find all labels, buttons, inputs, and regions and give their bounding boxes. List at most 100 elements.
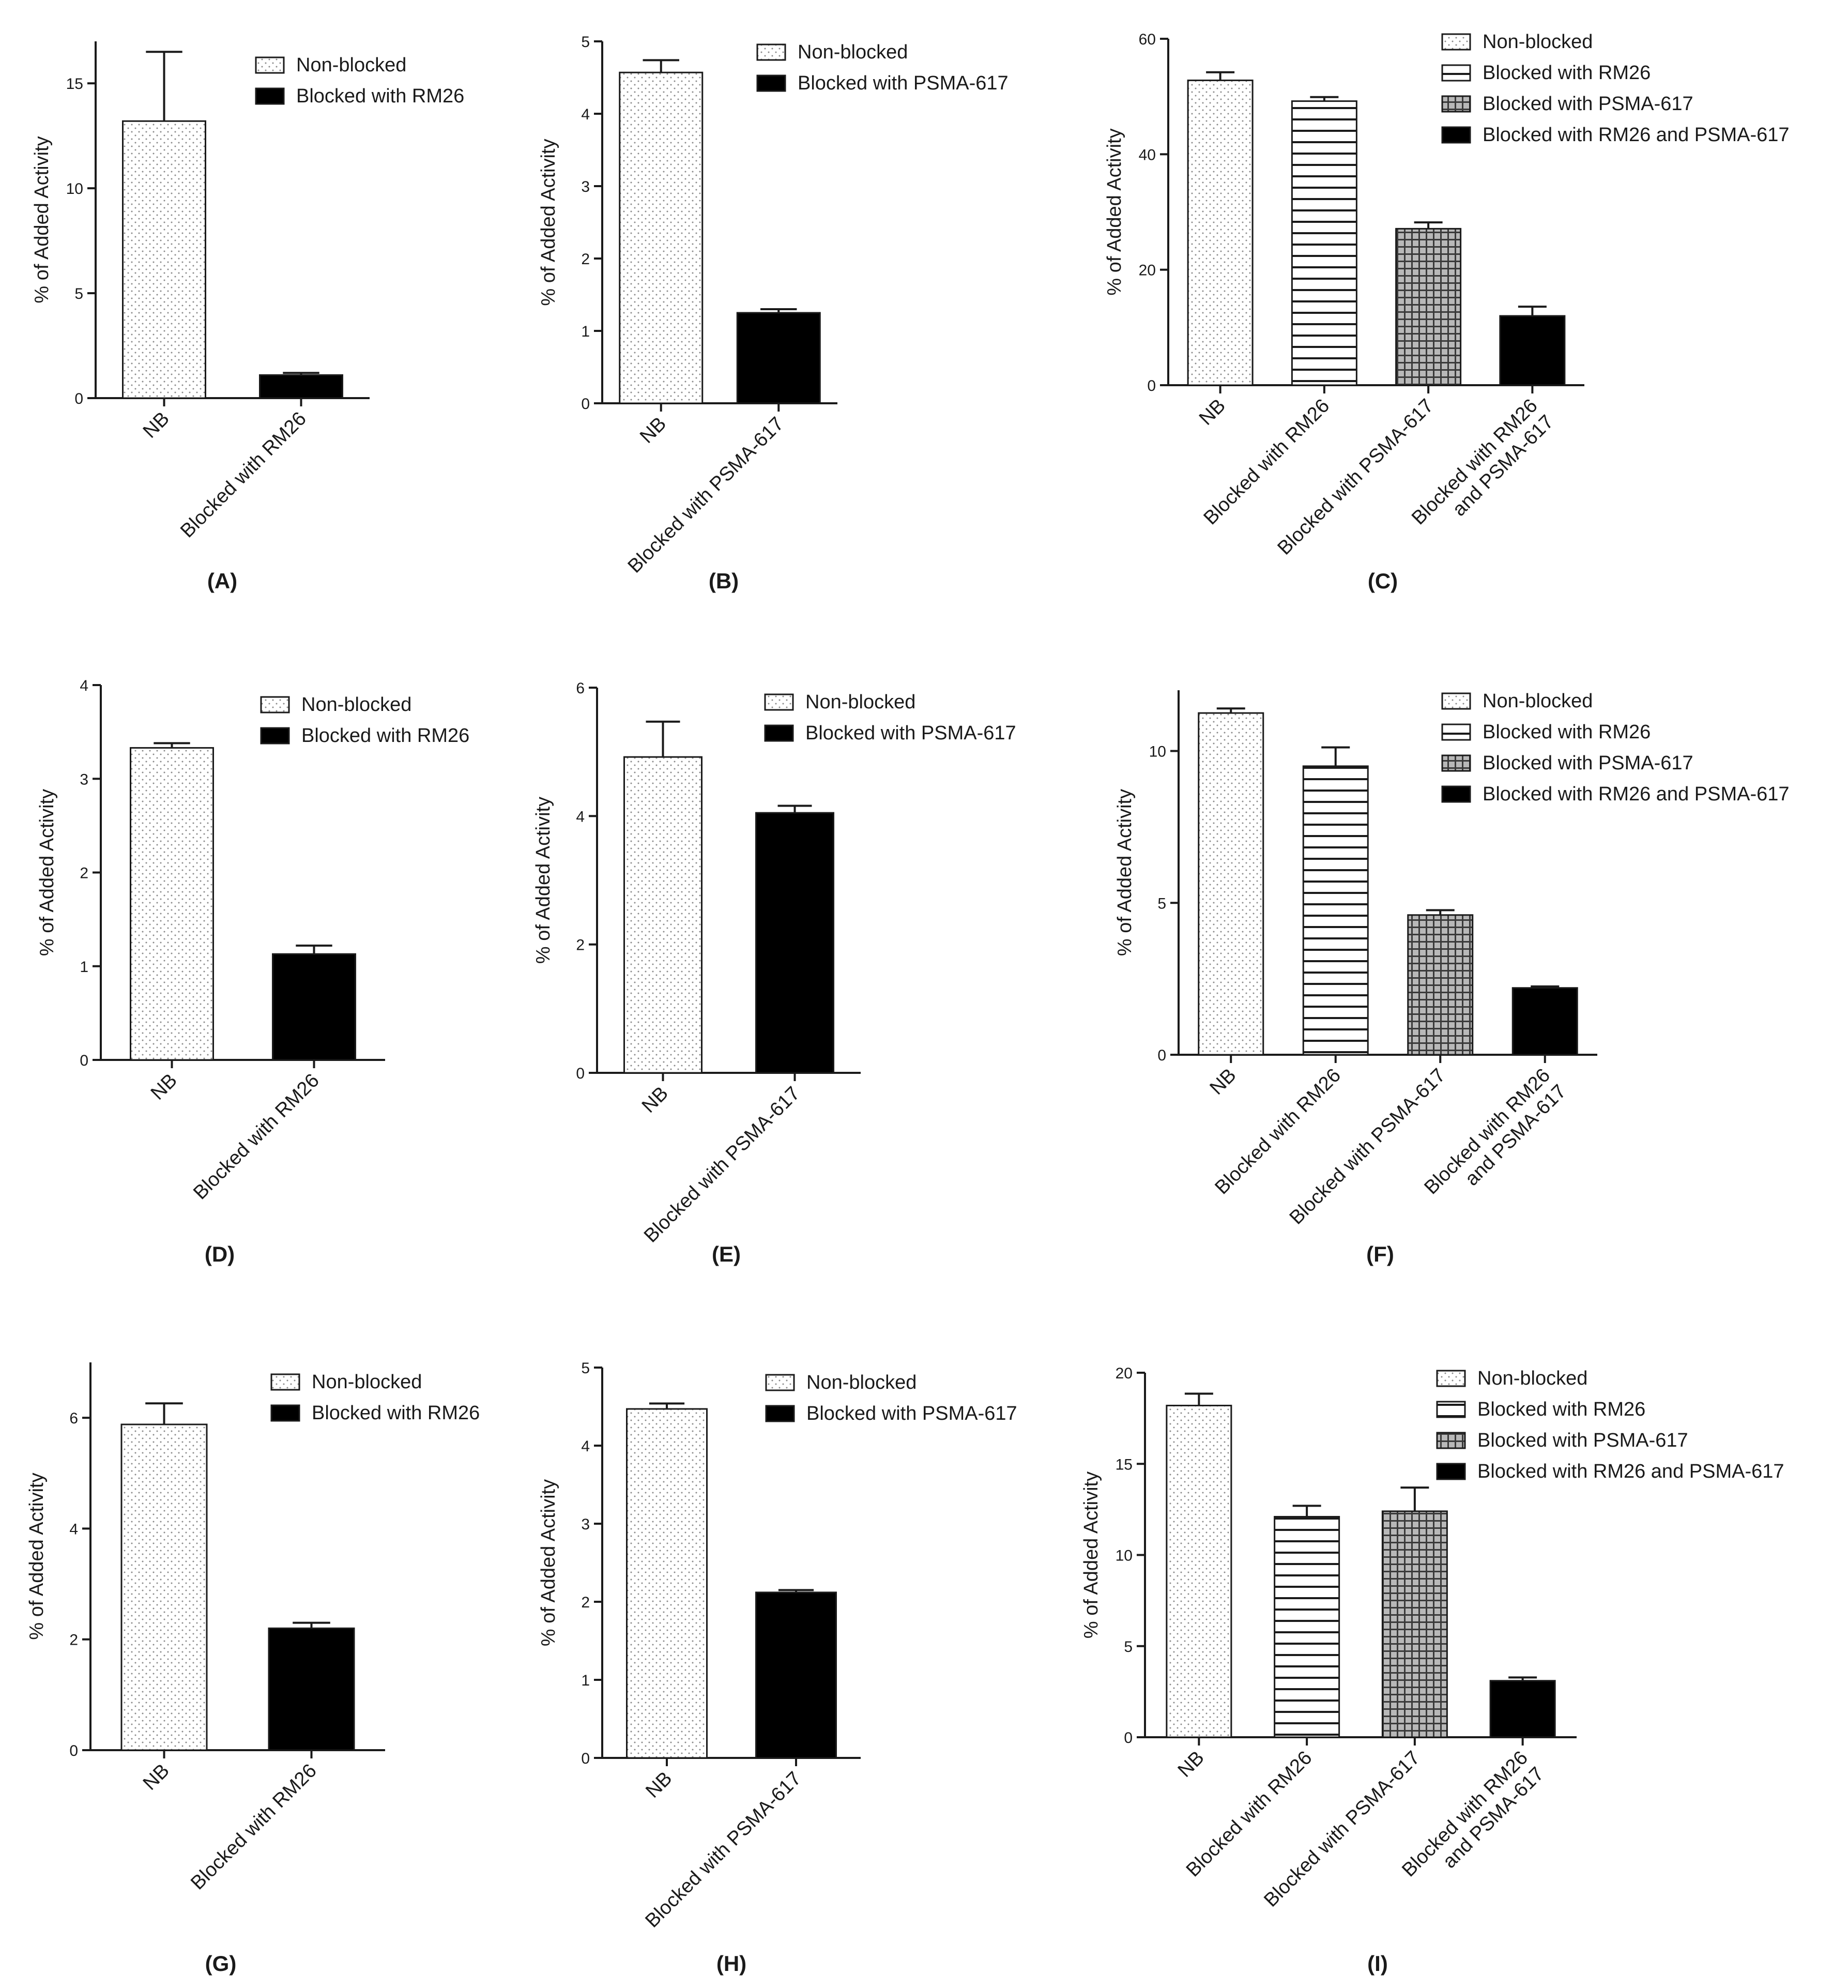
legend-swatch	[1436, 1401, 1466, 1418]
error-bar	[283, 372, 319, 375]
legend: Non-blocked Blocked with PSMA-617	[756, 41, 1009, 94]
bar	[1198, 712, 1264, 1056]
error-bar	[146, 51, 182, 122]
panel-label: (D)	[205, 1242, 235, 1266]
legend-swatch	[764, 693, 794, 711]
y-tick-label: 0	[581, 1750, 590, 1767]
bar	[130, 747, 214, 1061]
legend-label: Non-blocked	[1483, 31, 1593, 53]
y-tick-label: 4	[581, 1438, 590, 1455]
chart-panel: 0 2 4 6 % of Added Activity NB Blocked with RM…	[26, 1362, 480, 1976]
panel-label: (C)	[1368, 569, 1398, 593]
y-axis-title: % of Added Activity	[31, 136, 53, 303]
y-tick-label: 20	[1139, 262, 1156, 279]
y-tick-label: 0	[69, 1742, 78, 1759]
bar	[1291, 100, 1357, 386]
panel-label: (A)	[207, 569, 237, 593]
x-tick-label: Blocked with RM26	[189, 1070, 324, 1204]
legend-swatch	[270, 1373, 300, 1391]
bar	[755, 812, 834, 1074]
y-tick-label: 5	[1124, 1638, 1133, 1656]
x-tick-label: NB	[642, 1768, 676, 1802]
bar	[623, 756, 702, 1074]
y-tick-label: 3	[581, 178, 590, 195]
bar	[1407, 914, 1474, 1056]
bar	[755, 1591, 837, 1759]
legend-label: Blocked with PSMA-617	[1483, 93, 1693, 115]
x-tick-label: Blocked with RM26and PSMA-617	[1398, 1747, 1548, 1898]
y-tick-label: 2	[80, 865, 88, 882]
y-tick-label: 3	[581, 1516, 590, 1533]
error-bar	[296, 944, 332, 954]
error-bar	[1426, 909, 1455, 915]
x-tick-label: NB	[147, 1070, 181, 1104]
y-tick-label: 0	[581, 396, 590, 413]
legend-label: Blocked with RM26	[1483, 721, 1651, 743]
error-bar	[1184, 1392, 1213, 1406]
legend-label: Blocked with RM26	[312, 1402, 480, 1424]
legend-label: Non-blocked	[296, 54, 406, 76]
chart-panel: 0 5 10 15 20 % of Added Activity NB Blocked wit…	[1080, 1365, 1784, 1976]
y-tick-label: 0	[1147, 377, 1156, 394]
error-bar	[293, 1621, 330, 1629]
panel-label: (F)	[1366, 1242, 1394, 1266]
legend-swatch	[756, 43, 786, 61]
legend-swatch	[270, 1404, 300, 1422]
y-axis-title: % of Added Activity	[1114, 789, 1136, 956]
chart-panel: 0 20 40 60 % of Added Activity NB Blocked with…	[1104, 31, 1790, 593]
bar	[1302, 765, 1369, 1056]
legend-label: Non-blocked	[798, 41, 908, 63]
legend-label: Non-blocked	[312, 1371, 422, 1393]
y-tick-label: 60	[1139, 31, 1156, 48]
error-bar	[1518, 306, 1547, 316]
error-bar	[643, 59, 679, 73]
x-tick-label: NB	[636, 413, 670, 448]
legend-label: Non-blocked	[806, 1372, 917, 1393]
error-bar	[649, 1402, 685, 1409]
legend-label: Non-blocked	[805, 691, 915, 713]
y-tick-label: 10	[66, 180, 83, 198]
y-axis-title: % of Added Activity	[26, 1473, 48, 1640]
legend-label: Blocked with RM26 and PSMA-617	[1483, 783, 1790, 805]
legend-swatch	[260, 727, 290, 745]
y-tick-label: 5	[581, 1360, 590, 1377]
x-tick-label: Blocked with RM26	[187, 1760, 321, 1894]
y-tick-label: 2	[581, 1594, 590, 1611]
y-tick-label: 6	[69, 1410, 78, 1427]
error-bar	[760, 308, 797, 313]
legend-label: Blocked with PSMA-617	[805, 722, 1016, 744]
legend-swatch	[1436, 1463, 1466, 1480]
error-bar	[1292, 1505, 1321, 1517]
bar	[1511, 987, 1578, 1056]
x-tick-label: NB	[1195, 395, 1230, 430]
y-tick-label: 0	[1157, 1047, 1166, 1064]
legend-swatch	[1441, 785, 1471, 803]
legend: Non-blocked Blocked with RM26 Blocked with…	[1436, 1368, 1784, 1482]
error-bar	[1414, 221, 1443, 229]
bar	[1499, 315, 1566, 386]
legend: Non-blocked Blocked with RM26 Blocked with…	[1441, 690, 1790, 805]
x-tick-label: NB	[139, 1760, 174, 1795]
bar	[1395, 227, 1462, 386]
y-axis-title: % of Added Activity	[538, 139, 559, 306]
y-tick-label: 15	[1116, 1456, 1133, 1473]
y-axis-title: % of Added Activity	[532, 797, 554, 964]
y-tick-label: 2	[576, 937, 585, 954]
panel-label: (I)	[1367, 1951, 1388, 1976]
y-tick-label: 6	[576, 680, 585, 697]
x-tick-label: Blocked with RM26	[176, 408, 311, 542]
legend-label: Blocked with RM26	[301, 725, 469, 747]
y-tick-label: 10	[1116, 1547, 1133, 1565]
y-tick-label: 4	[69, 1521, 78, 1538]
legend-swatch	[765, 1374, 795, 1391]
error-bar	[154, 742, 190, 748]
y-tick-label: 5	[581, 34, 590, 51]
bar	[1489, 1680, 1556, 1738]
y-tick-label: 5	[74, 285, 83, 302]
legend-swatch	[1441, 33, 1471, 51]
y-axis-title: % of Added Activity	[36, 789, 58, 956]
x-tick-label: NB	[1206, 1065, 1241, 1099]
